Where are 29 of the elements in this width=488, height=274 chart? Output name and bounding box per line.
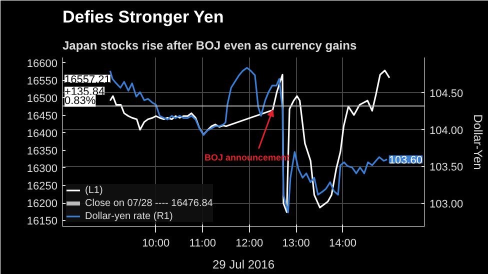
y-tick-label: 16450 (26, 110, 58, 122)
x-axis-title: 29 Jul 2016 (212, 258, 275, 272)
legend-label: (L1) (85, 184, 104, 196)
y-tick-label: 16300 (26, 162, 58, 175)
annotation: 0.83% (64, 94, 96, 107)
y-tick-label: 16500 (26, 92, 58, 105)
annotation: 16557.21 (64, 74, 110, 86)
x-tick-label: 11:00 (189, 238, 216, 250)
y2-axis-title: Dollar-Yen (471, 114, 486, 170)
x-tick-label: 14:00 (328, 238, 357, 250)
y2-tick-label: 103.00 (430, 198, 464, 211)
x-tick-label: 13:00 (282, 238, 310, 250)
y-tick-label: 16400 (26, 128, 58, 140)
chart-title: Defies Stronger Yen (62, 8, 224, 26)
legend-label: Close on 07/28 ---- 16476.84 (85, 197, 213, 209)
x-tick-label: 10:00 (142, 238, 170, 250)
y-tick-label: 16250 (26, 180, 58, 192)
y-tick-label: 16550 (26, 75, 58, 88)
y-tick-label: 16200 (26, 198, 58, 210)
annotation: 103.60 (388, 154, 423, 166)
y2-tick-label: 103.50 (430, 162, 464, 174)
y-tick-label: 16150 (26, 216, 58, 228)
y-tick-label: 16600 (26, 58, 58, 70)
y-tick-label: 16350 (26, 145, 58, 158)
legend-label: Dollar-yen rate (R1) (85, 210, 173, 222)
chart-subtitle: Japan stocks rise after BOJ even as currency gains (62, 38, 357, 52)
y2-tick-label: 104.50 (430, 88, 464, 100)
y2-tick-label: 104.00 (430, 124, 464, 137)
x-tick-label: 12:00 (236, 238, 264, 250)
